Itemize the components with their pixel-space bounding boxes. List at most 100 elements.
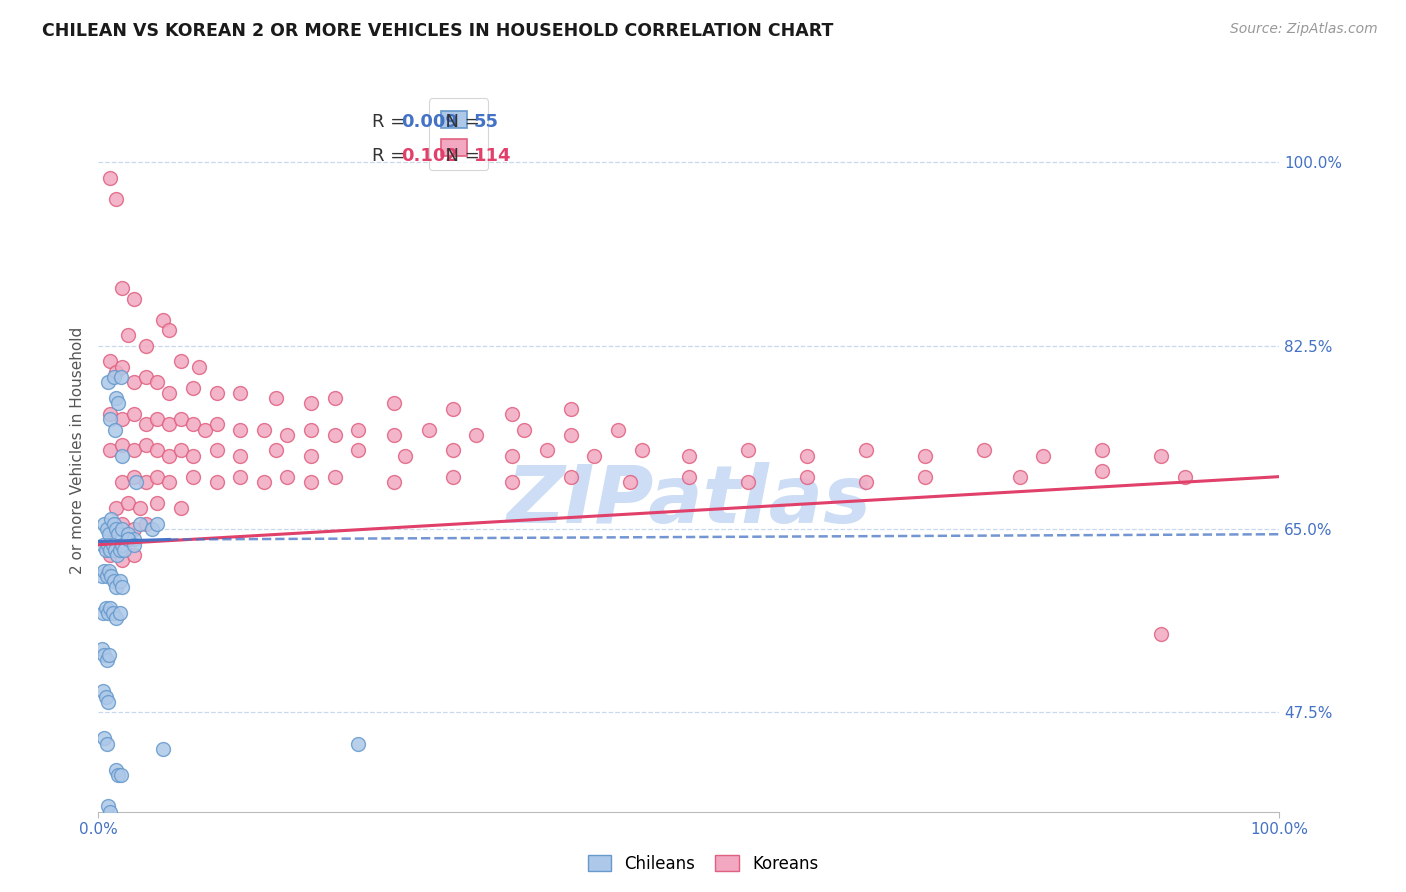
Point [678,469,700,483]
Point [108,543,131,558]
Text: 114: 114 [474,146,512,165]
Point [98,648,121,662]
Point [205,417,228,432]
Point [122,469,145,483]
Point [98,522,121,536]
Point [96,737,118,751]
Point [103,370,125,384]
Point [96,522,118,536]
Point [110,768,132,782]
Point [122,376,145,390]
Point [465,427,488,442]
Point [152,312,174,326]
Point [583,449,606,463]
Y-axis label: 2 or more Vehicles in Household: 2 or more Vehicles in Household [70,326,86,574]
Point [98,805,121,819]
Point [117,533,139,547]
Text: ZIPatlas: ZIPatlas [506,462,872,540]
Point [170,412,193,426]
Point [111,553,134,567]
Point [441,443,464,458]
Point [441,401,464,416]
Point [97,799,120,814]
Point [170,501,193,516]
Point [229,449,252,463]
Point [110,370,132,384]
Point [323,469,346,483]
Point [97,695,120,709]
Point [157,323,180,337]
Point [100,569,122,583]
Point [1008,469,1031,483]
Point [1032,449,1054,463]
Point [441,469,464,483]
Legend: , : , [429,98,488,170]
Point [205,443,228,458]
Point [103,516,125,531]
Point [107,768,129,782]
Point [737,443,759,458]
Text: R =: R = [373,112,412,131]
Point [91,642,114,657]
Point [100,511,122,525]
Point [382,396,405,410]
Point [111,412,134,426]
Point [98,443,121,458]
Point [141,522,163,536]
Point [122,522,145,536]
Point [122,533,145,547]
Point [146,443,169,458]
Point [382,475,405,489]
Text: 0.102: 0.102 [401,146,457,165]
Point [117,328,139,343]
Point [264,443,287,458]
Point [91,538,114,552]
Point [146,469,169,483]
Point [560,401,582,416]
Point [157,475,180,489]
Point [146,516,169,531]
Point [229,385,252,400]
Point [607,423,630,437]
Point [157,385,180,400]
Point [205,385,228,400]
Point [229,469,252,483]
Point [105,501,128,516]
Text: CHILEAN VS KOREAN 2 OR MORE VEHICLES IN HOUSEHOLD CORRELATION CHART: CHILEAN VS KOREAN 2 OR MORE VEHICLES IN … [42,22,834,40]
Text: 0.009: 0.009 [401,112,457,131]
Point [914,449,936,463]
Point [93,516,115,531]
Point [157,449,180,463]
Point [512,423,534,437]
Point [98,171,121,186]
Point [98,543,121,558]
Point [170,354,193,368]
Point [122,292,145,306]
Point [105,192,128,206]
Point [103,574,125,589]
Point [122,443,145,458]
Point [107,527,129,541]
Point [253,423,276,437]
Point [104,423,127,437]
Point [170,443,193,458]
Point [111,522,134,536]
Point [117,496,139,510]
Point [418,423,440,437]
Point [105,763,128,777]
Point [276,469,298,483]
Point [93,731,115,746]
Point [135,475,157,489]
Point [181,449,204,463]
Point [323,391,346,405]
Point [111,538,134,552]
Point [135,417,157,432]
Point [105,611,128,625]
Point [98,548,121,562]
Point [111,516,134,531]
Point [111,580,134,594]
Point [111,449,134,463]
Point [914,469,936,483]
Point [299,475,322,489]
Point [973,443,995,458]
